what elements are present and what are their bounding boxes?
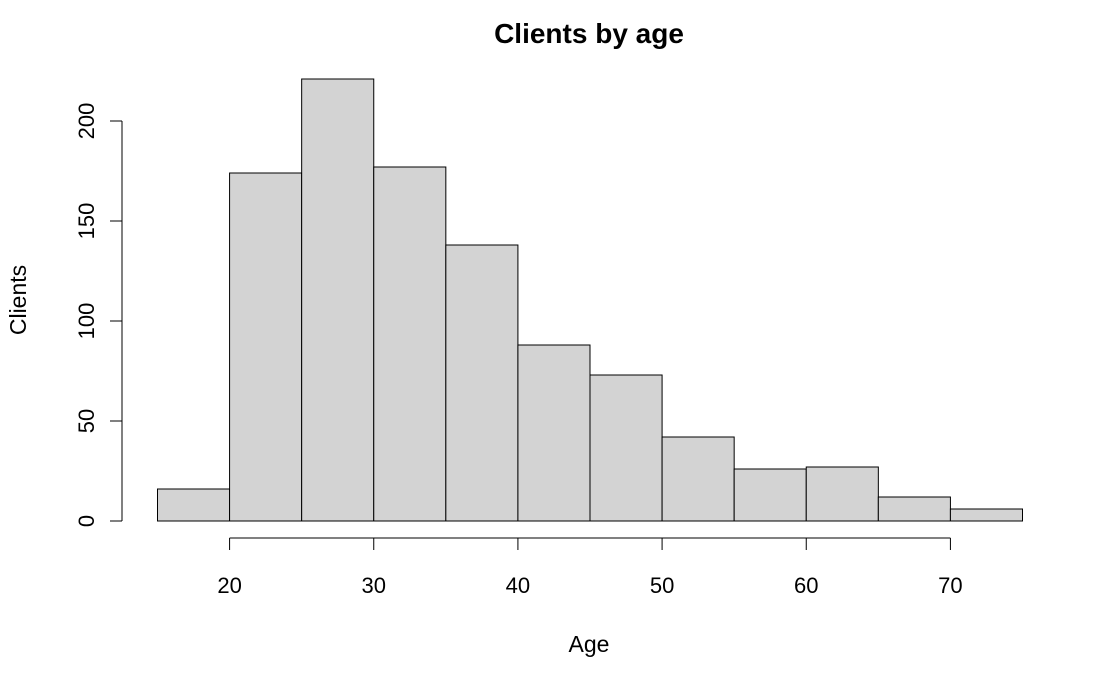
x-tick-label: 30	[362, 573, 386, 598]
histogram-bar-55-60	[733, 468, 807, 522]
histogram-bar-30-35	[373, 166, 447, 522]
histogram-bar-70-75	[949, 508, 1024, 522]
histogram-bar-65-70	[877, 496, 951, 522]
y-tick-label: 200	[74, 103, 99, 140]
x-tick-label: 40	[506, 573, 530, 598]
histogram-bar-25-30	[301, 78, 375, 522]
histogram-bar-20-25	[229, 172, 303, 522]
histogram-bar-40-45	[517, 344, 591, 522]
histogram-bar-15-20	[157, 488, 231, 522]
bars-group	[157, 78, 1024, 522]
histogram-bar-50-55	[661, 436, 735, 522]
histogram-bar-45-50	[589, 374, 663, 522]
x-axis-label: Age	[569, 631, 610, 657]
y-tick-label: 100	[74, 303, 99, 340]
x-tick-label: 60	[794, 573, 818, 598]
histogram-bar-35-40	[445, 244, 519, 522]
y-tick-label: 50	[74, 409, 99, 433]
x-axis: 20 30 40 50 60 70	[217, 537, 963, 598]
y-tick-label: 0	[74, 515, 99, 527]
x-tick-label: 50	[650, 573, 674, 598]
y-tick-label: 150	[74, 203, 99, 240]
chart-title: Clients by age	[494, 18, 684, 49]
histogram-bar-60-65	[805, 466, 879, 522]
y-axis-label: Clients	[5, 265, 31, 335]
x-tick-label: 20	[217, 573, 241, 598]
x-tick-label: 70	[938, 573, 962, 598]
y-axis: 0 50 100 150 200	[74, 103, 123, 527]
